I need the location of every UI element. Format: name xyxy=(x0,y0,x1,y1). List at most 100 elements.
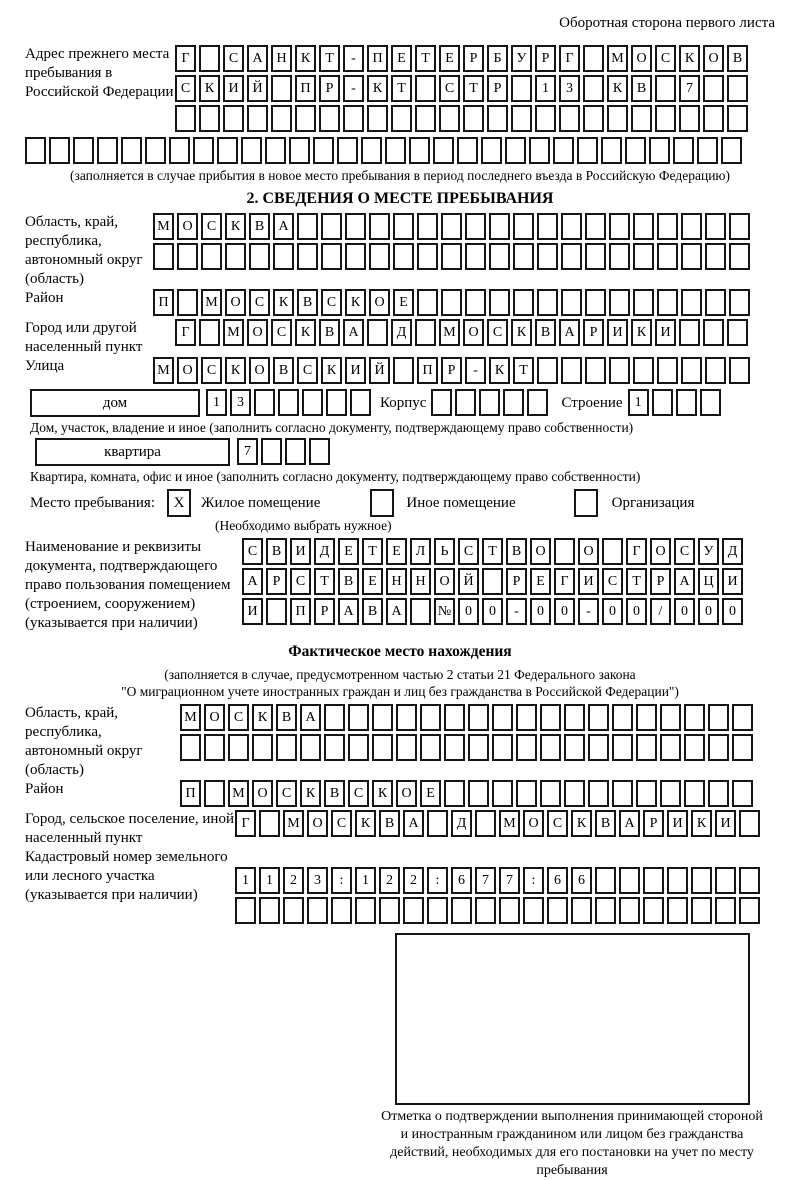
grid-cell[interactable] xyxy=(540,734,561,761)
grid-cell[interactable]: О xyxy=(177,213,198,240)
grid-cell[interactable]: К xyxy=(511,319,532,346)
grid-cell[interactable]: М xyxy=(201,289,222,316)
grid-cell[interactable] xyxy=(97,137,118,164)
grid-cell[interactable]: С xyxy=(276,780,297,807)
grid-cell[interactable]: Е xyxy=(420,780,441,807)
grid-cell[interactable]: К xyxy=(679,45,700,72)
grid-cell[interactable]: С xyxy=(228,704,249,731)
grid-cell[interactable]: М xyxy=(607,45,628,72)
grid-cell[interactable]: И xyxy=(223,75,244,102)
grid-cell[interactable] xyxy=(660,734,681,761)
grid-cell[interactable]: 6 xyxy=(451,867,472,894)
grid-cell[interactable] xyxy=(633,213,654,240)
grid-cell[interactable] xyxy=(649,137,670,164)
grid-cell[interactable] xyxy=(121,137,142,164)
grid-cell[interactable] xyxy=(235,897,256,924)
grid-cell[interactable] xyxy=(609,243,630,270)
grid-cell[interactable]: К xyxy=(199,75,220,102)
grid-cell[interactable] xyxy=(540,704,561,731)
grid-cell[interactable]: В xyxy=(249,213,270,240)
grid-cell[interactable] xyxy=(73,137,94,164)
grid-cell[interactable] xyxy=(307,897,328,924)
grid-cell[interactable]: С xyxy=(249,289,270,316)
grid-cell[interactable]: В xyxy=(266,538,287,565)
grid-cell[interactable] xyxy=(241,137,262,164)
grid-cell[interactable] xyxy=(681,243,702,270)
grid-cell[interactable] xyxy=(516,780,537,807)
grid-cell[interactable] xyxy=(444,704,465,731)
checkbox-other-premises[interactable] xyxy=(370,489,395,517)
grid-cell[interactable] xyxy=(729,243,750,270)
grid-cell[interactable]: И xyxy=(578,568,599,595)
grid-cell[interactable]: К xyxy=(372,780,393,807)
grid-cell[interactable]: С xyxy=(331,810,352,837)
grid-cell[interactable] xyxy=(705,213,726,240)
grid-cell[interactable] xyxy=(673,137,694,164)
grid-cell[interactable] xyxy=(537,357,558,384)
grid-cell[interactable] xyxy=(297,213,318,240)
grid-cell[interactable]: К xyxy=(273,289,294,316)
grid-cell[interactable] xyxy=(415,75,436,102)
grid-cell[interactable]: Б xyxy=(487,45,508,72)
grid-cell[interactable] xyxy=(523,897,544,924)
grid-cell[interactable] xyxy=(217,137,238,164)
grid-cell[interactable]: В xyxy=(276,704,297,731)
grid-cell[interactable]: В xyxy=(595,810,616,837)
grid-cell[interactable]: С xyxy=(348,780,369,807)
grid-cell[interactable] xyxy=(302,389,323,416)
grid-cell[interactable]: А xyxy=(386,598,407,625)
grid-cell[interactable]: С xyxy=(674,538,695,565)
grid-cell[interactable]: В xyxy=(727,45,748,72)
grid-cell[interactable]: К xyxy=(607,75,628,102)
grid-cell[interactable] xyxy=(259,897,280,924)
grid-cell[interactable]: Й xyxy=(247,75,268,102)
grid-cell[interactable]: Г xyxy=(175,45,196,72)
grid-cell[interactable] xyxy=(564,780,585,807)
grid-cell[interactable]: К xyxy=(355,810,376,837)
grid-cell[interactable] xyxy=(703,319,724,346)
grid-cell[interactable] xyxy=(679,105,700,132)
grid-cell[interactable] xyxy=(655,75,676,102)
grid-cell[interactable]: 2 xyxy=(403,867,424,894)
grid-cell[interactable] xyxy=(324,704,345,731)
grid-cell[interactable]: М xyxy=(228,780,249,807)
grid-cell[interactable]: Т xyxy=(626,568,647,595)
grid-cell[interactable] xyxy=(265,137,286,164)
grid-cell[interactable]: Е xyxy=(386,538,407,565)
grid-cell[interactable]: М xyxy=(283,810,304,837)
grid-cell[interactable] xyxy=(511,105,532,132)
grid-cell[interactable]: Й xyxy=(369,357,390,384)
grid-cell[interactable] xyxy=(337,137,358,164)
grid-cell[interactable] xyxy=(660,704,681,731)
grid-cell[interactable] xyxy=(503,389,525,416)
grid-cell[interactable]: 0 xyxy=(530,598,551,625)
grid-cell[interactable]: Е xyxy=(362,568,383,595)
grid-cell[interactable]: Р xyxy=(319,75,340,102)
grid-cell[interactable] xyxy=(602,538,623,565)
grid-cell[interactable]: К xyxy=(691,810,712,837)
grid-cell[interactable]: С xyxy=(223,45,244,72)
grid-cell[interactable] xyxy=(369,243,390,270)
grid-cell[interactable]: А xyxy=(619,810,640,837)
grid-cell[interactable] xyxy=(636,704,657,731)
grid-cell[interactable] xyxy=(481,137,502,164)
grid-cell[interactable] xyxy=(492,780,513,807)
grid-cell[interactable]: О xyxy=(252,780,273,807)
grid-cell[interactable] xyxy=(249,243,270,270)
grid-cell[interactable] xyxy=(619,867,640,894)
grid-cell[interactable]: 0 xyxy=(698,598,719,625)
grid-cell[interactable] xyxy=(681,289,702,316)
grid-cell[interactable]: Д xyxy=(722,538,743,565)
grid-cell[interactable]: Л xyxy=(410,538,431,565)
grid-cell[interactable]: 0 xyxy=(674,598,695,625)
grid-cell[interactable]: О xyxy=(177,357,198,384)
grid-cell[interactable]: С xyxy=(547,810,568,837)
grid-cell[interactable]: Р xyxy=(643,810,664,837)
grid-cell[interactable]: - xyxy=(343,75,364,102)
grid-cell[interactable] xyxy=(463,105,484,132)
grid-cell[interactable] xyxy=(204,780,225,807)
grid-cell[interactable] xyxy=(247,105,268,132)
grid-cell[interactable] xyxy=(631,105,652,132)
grid-cell[interactable] xyxy=(321,243,342,270)
grid-cell[interactable]: Р xyxy=(441,357,462,384)
